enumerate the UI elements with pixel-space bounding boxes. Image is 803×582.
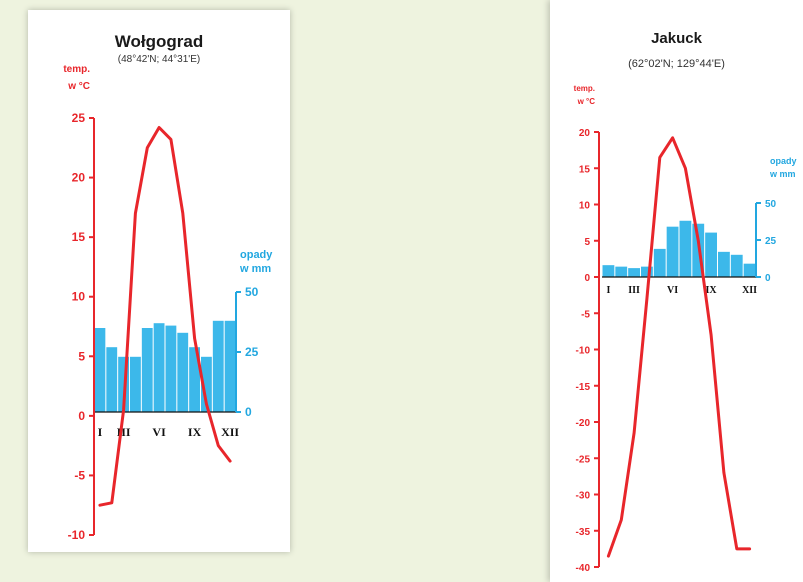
precipitation-tick-label: 50 — [765, 199, 777, 210]
temperature-tick-label: 25 — [72, 111, 86, 125]
temperature-tick-label: 5 — [584, 237, 590, 248]
month-tick-label: XII — [221, 425, 239, 439]
precipitation-bar — [141, 328, 153, 412]
month-tick-label: VI — [152, 425, 166, 439]
precipitation-tick-label: 25 — [245, 345, 259, 359]
precipitation-bar — [628, 268, 640, 277]
temperature-tick-label: 0 — [584, 273, 590, 284]
temperature-tick-label: 20 — [579, 128, 591, 139]
precipitation-bar — [224, 320, 236, 412]
precipitation-bar — [705, 232, 717, 277]
precipitation-tick-label: 0 — [245, 405, 252, 419]
temperature-tick-label: -40 — [576, 563, 591, 574]
temperature-line — [98, 126, 232, 507]
temperature-tick-label: -10 — [576, 346, 591, 357]
precipitation-bar — [602, 265, 615, 277]
temperature-tick-label: -30 — [576, 491, 591, 502]
month-tick-label: XII — [742, 285, 757, 296]
precipitation-tick-label: 50 — [245, 285, 259, 299]
temperature-tick-label: 5 — [78, 349, 85, 363]
precipitation-bar — [94, 328, 106, 412]
precipitation-bar — [666, 226, 679, 277]
temperature-tick-label: -20 — [576, 418, 591, 429]
month-tick-label: III — [628, 285, 640, 296]
temperature-axis-label: temp. — [63, 64, 90, 75]
precipitation-bar — [201, 356, 212, 412]
temperature-tick-label: -15 — [576, 382, 591, 393]
temperature-axis-label: temp. — [574, 84, 595, 93]
chart-subtitle: (48°42'N; 44°31'E) — [117, 54, 201, 65]
precipitation-axis-label: opady — [770, 156, 797, 166]
climate-panel-jakuck: Jakuck (62°02'N; 129°44'E) 20 15 10 5 0 -5 -10… — [550, 0, 803, 582]
precipitation-bar — [653, 248, 666, 277]
precipitation-bar — [130, 356, 141, 412]
month-tick-label: IX — [706, 285, 718, 296]
temperature-tick-label: 0 — [78, 409, 85, 423]
temperature-tick-label: 10 — [579, 201, 591, 212]
temperature-tick-label: -25 — [576, 454, 591, 465]
precipitation-axis-label: w mm — [769, 169, 796, 179]
precipitation-bar — [679, 220, 692, 277]
chart-title: Jakuck — [651, 30, 702, 47]
precipitation-bar — [212, 320, 224, 412]
month-tick-label: IX — [188, 425, 202, 439]
temperature-tick-label: -5 — [581, 309, 590, 320]
precipitation-bar — [118, 356, 129, 412]
month-tick-label: I — [606, 285, 610, 296]
month-tick-label: I — [98, 425, 103, 439]
precipitation-bar — [189, 347, 200, 412]
precipitation-bar — [730, 254, 743, 277]
temperature-tick-label: 15 — [579, 164, 591, 175]
precipitation-axis-label: opady — [240, 249, 273, 261]
temperature-tick-label: 10 — [72, 290, 86, 304]
temperature-axis-label: w °C — [67, 81, 90, 92]
precipitation-bar — [165, 325, 177, 412]
temperature-tick-label: 15 — [72, 230, 86, 244]
precipitation-tick-label: 25 — [765, 236, 777, 247]
month-tick-label: VI — [667, 285, 678, 296]
precipitation-bar — [153, 323, 165, 412]
temperature-tick-label: 20 — [72, 171, 86, 185]
precipitation-bar — [177, 332, 189, 412]
temperature-tick-label: -5 — [74, 468, 85, 482]
precipitation-bar — [743, 263, 756, 277]
precipitation-bar — [641, 266, 653, 277]
precipitation-bar — [718, 251, 730, 277]
precipitation-tick-label: 0 — [765, 273, 771, 284]
temperature-tick-label: -35 — [576, 527, 591, 538]
precipitation-bar — [615, 266, 628, 277]
chart-subtitle: (62°02'N; 129°44'E) — [628, 58, 725, 70]
precipitation-bar — [106, 347, 118, 412]
chart-title: Wołgograd — [114, 32, 204, 51]
temperature-axis-label: w °C — [577, 97, 596, 106]
temperature-tick-label: -10 — [68, 528, 86, 542]
temperature-line — [606, 136, 752, 558]
climate-panel-wolgograd: Wołgograd (48°42'N; 44°31'E) 25 20 15 10 5 0-… — [28, 10, 290, 552]
precipitation-axis-label: w mm — [239, 263, 271, 275]
